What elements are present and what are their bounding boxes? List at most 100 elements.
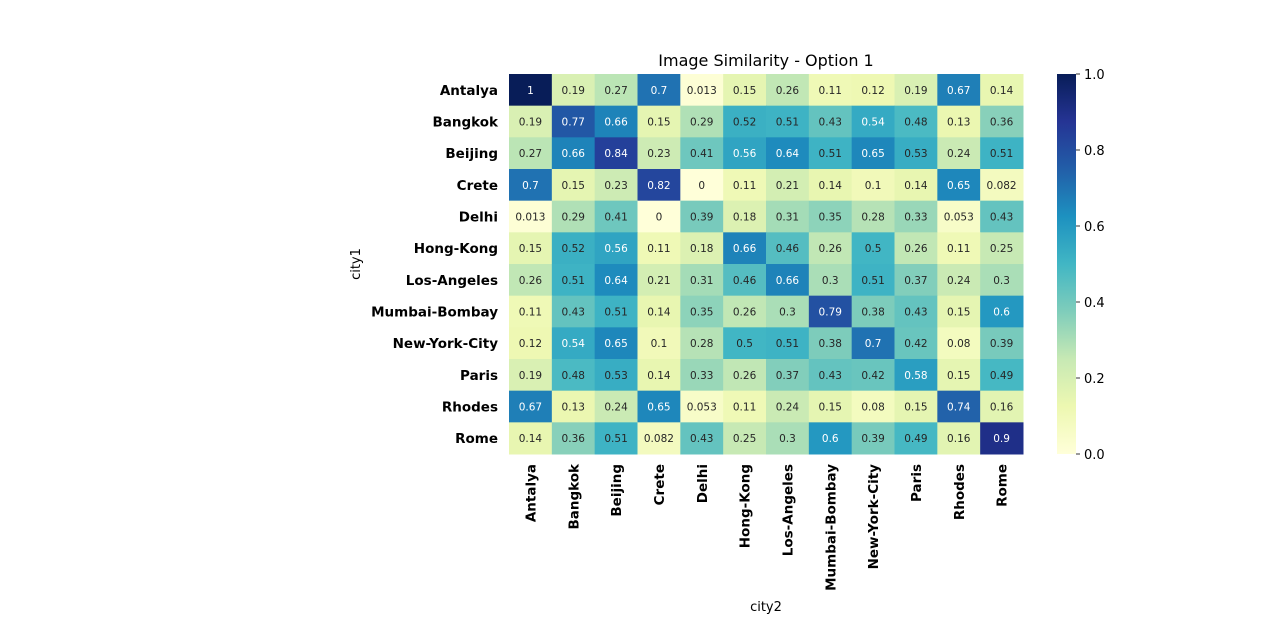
heatmap-cell — [637, 422, 681, 455]
cell-value-label: 0.51 — [562, 275, 585, 287]
cell-value-label: 0.38 — [819, 338, 842, 350]
heatmap-cell — [980, 264, 1024, 297]
heatmap-cell — [851, 74, 895, 107]
colorbar-tick-label: 0.0 — [1084, 448, 1105, 463]
heatmap-cell — [637, 295, 681, 328]
cell-value-label: 0.66 — [776, 275, 800, 287]
heatmap-cell — [680, 264, 724, 297]
heatmap-cell — [766, 327, 810, 360]
x-tick-label: Rome — [995, 464, 1011, 507]
heatmap-cell — [509, 422, 553, 455]
heatmap-cell — [723, 74, 767, 107]
cell-value-label: 0.67 — [519, 402, 542, 414]
y-tick-label: Mumbai-Bombay — [371, 305, 498, 321]
heatmap-cell — [637, 232, 681, 265]
cell-value-label: 0.7 — [522, 180, 539, 192]
heatmap-cell — [937, 295, 981, 328]
heatmap-cell — [509, 359, 553, 392]
cell-value-label: 0.49 — [904, 433, 927, 445]
cell-value-label: 0.46 — [733, 275, 757, 287]
cell-value-label: 0.013 — [515, 212, 545, 224]
heatmap-cell — [937, 137, 981, 170]
cell-value-label: 0.25 — [733, 433, 756, 445]
cell-value-label: 0.56 — [604, 243, 628, 255]
cell-value-label: 0.15 — [947, 307, 970, 319]
heatmap-cell — [851, 200, 895, 233]
heatmap-cell — [808, 200, 853, 233]
heatmap-cell — [551, 264, 596, 297]
heatmap-cell — [980, 422, 1024, 455]
cell-value-label: 0.14 — [647, 370, 671, 382]
cell-value-label: 0.11 — [947, 243, 970, 255]
x-tick-label: Beijing — [609, 464, 625, 517]
cell-value-label: 0.51 — [776, 117, 799, 129]
heatmap-cell — [851, 232, 895, 265]
cell-value-label: 0.26 — [776, 85, 800, 97]
cell-value-label: 0.5 — [865, 243, 882, 255]
heatmap-cell — [808, 137, 853, 170]
heatmap-cell — [594, 74, 638, 107]
heatmap-cell — [551, 105, 596, 138]
cell-value-label: 0.66 — [733, 243, 757, 255]
x-tick-label: Rhodes — [952, 464, 968, 520]
cell-value-label: 0.08 — [861, 402, 884, 414]
heatmap-cell — [551, 200, 596, 233]
heatmap-cell — [766, 422, 810, 455]
heatmap-cell — [680, 169, 724, 202]
heatmap-cell — [894, 105, 938, 138]
cell-value-label: 0.15 — [904, 402, 927, 414]
heatmap-cell — [723, 264, 767, 297]
cell-value-label: 0.7 — [651, 85, 668, 97]
cell-value-label: 0.11 — [647, 243, 670, 255]
heatmap-cell — [509, 264, 553, 297]
heatmap-cell — [551, 422, 596, 455]
heatmap-cell — [551, 295, 596, 328]
cell-value-label: 0.15 — [519, 243, 542, 255]
heatmap-cell — [937, 390, 981, 423]
heatmap-cell — [723, 327, 767, 360]
heatmap-cell — [766, 232, 810, 265]
cell-value-label: 0.51 — [990, 148, 1013, 160]
x-axis-tick-labels: Antalya Bangkok Beijing Crete Delhi Hong-Kong… — [523, 463, 1010, 591]
y-axis-tick-labels: Antalya Bangkok Beijing Crete Delhi Hong-Kong… — [371, 83, 499, 447]
x-tick-label: Hong-Kong — [738, 464, 754, 548]
heatmap-cell — [894, 200, 938, 233]
cell-value-label: 0.24 — [947, 275, 971, 287]
cell-value-label: 0.53 — [604, 370, 627, 382]
heatmap-cell — [509, 327, 553, 360]
cell-value-label: 0.39 — [990, 338, 1013, 350]
heatmap-cell — [551, 169, 596, 202]
heatmap-cell — [723, 295, 767, 328]
x-tick-label: Delhi — [695, 464, 711, 503]
heatmap-cell — [637, 200, 681, 233]
cell-value-label: 0.52 — [562, 243, 585, 255]
heatmap-cell — [723, 200, 767, 233]
heatmap-cell — [637, 390, 681, 423]
heatmap-cell — [937, 74, 981, 107]
cell-value-label: 0.1 — [865, 180, 882, 192]
cell-value-label: 0.12 — [519, 338, 542, 350]
heatmap-cell — [637, 137, 681, 170]
heatmap-cell — [551, 137, 596, 170]
cell-value-label: 0.49 — [990, 370, 1013, 382]
heatmap-cell — [637, 105, 681, 138]
cell-value-label: 0.36 — [990, 117, 1014, 129]
cell-value-label: 0.54 — [861, 117, 885, 129]
heatmap-cell — [808, 169, 853, 202]
heatmap-cell — [980, 74, 1024, 107]
heatmap-cell — [680, 359, 724, 392]
cell-value-label: 0.43 — [690, 433, 713, 445]
x-tick-label: Mumbai-Bombay — [823, 464, 839, 591]
heatmap-cell — [980, 327, 1024, 360]
heatmap-cell — [851, 105, 895, 138]
cell-value-label: 0.19 — [519, 370, 542, 382]
heatmap-cell — [851, 295, 895, 328]
cell-value-label: 0.33 — [690, 370, 713, 382]
heatmap-cell — [637, 359, 681, 392]
cell-value-label: 0.11 — [733, 402, 756, 414]
cell-value-label: 0.43 — [819, 117, 842, 129]
cell-value-label: 0.43 — [904, 307, 927, 319]
cell-value-label: 0.48 — [562, 370, 585, 382]
cell-value-label: 0.19 — [562, 85, 585, 97]
cell-value-label: 0.3 — [779, 307, 796, 319]
